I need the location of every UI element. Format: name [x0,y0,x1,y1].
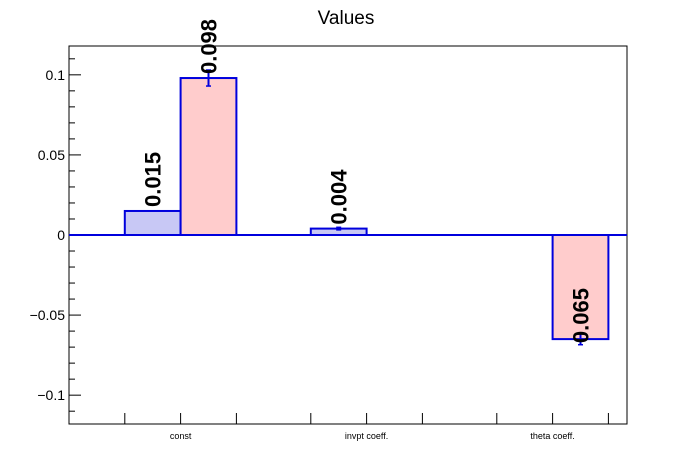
y-tick-label: 0.1 [46,67,66,83]
axis-layer: −0.1 −0.05 0 0.05 0.1 const invpt coeff. theta … [30,58,609,441]
y-tick-label: 0 [57,227,65,243]
data-label: 0.004 [327,169,352,225]
data-label: 0.098 [197,19,222,74]
y-tick-label: 0.05 [38,147,65,163]
bar [123,209,182,237]
bar-layer [69,69,627,346]
data-label: 0.065 [569,288,594,343]
y-tick-label: −0.1 [37,387,65,403]
label-layer: 0.015 0.004 0.098 0.065 [141,19,594,343]
x-category-label: theta coeff. [530,431,574,441]
x-category-label: invpt coeff. [345,431,388,441]
chart-title: Values [318,8,375,29]
x-category-label: const [170,431,192,441]
y-tick-label: −0.05 [30,307,66,323]
data-label: 0.015 [141,152,166,207]
bar [179,77,238,236]
